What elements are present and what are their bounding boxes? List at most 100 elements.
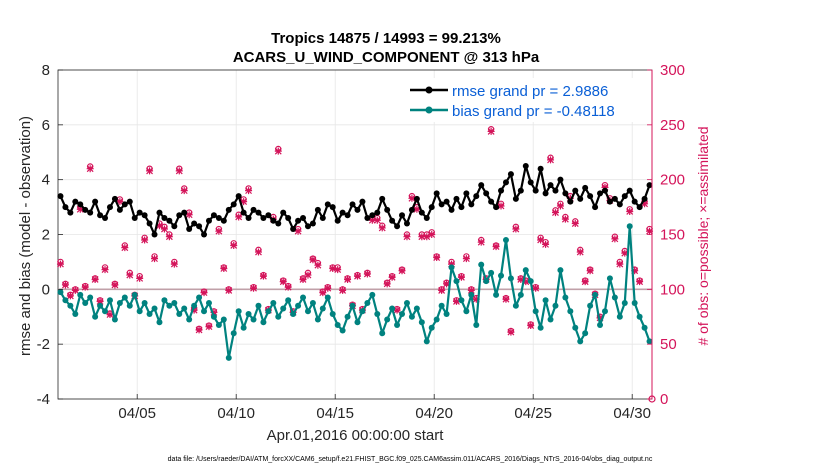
obs-assimilated-marker [284,283,292,291]
bias-point [67,302,74,309]
rmse-point [557,176,564,183]
rmse-point [255,209,262,216]
rmse-point [260,215,267,222]
rmse-point [309,220,316,227]
obs-assimilated-marker [165,233,173,241]
bias-point [597,321,604,328]
rmse-point [428,204,435,211]
rmse-point [304,223,311,230]
obs-assimilated-marker [319,289,327,297]
rmse-point [121,201,128,208]
obs-assimilated-marker [477,238,485,246]
bias-point [601,308,608,315]
rmse-point [265,212,272,219]
rmse-point [77,201,84,208]
bias-point [82,300,89,307]
bias-point [517,291,524,298]
rmse-point [210,212,217,219]
x-tick-label: 04/05 [118,405,156,422]
footnote: data file: /Users/raeder/DAI/ATM_forcXX/… [168,456,653,463]
series-layer [57,162,653,361]
rmse-point [275,220,282,227]
obs-assimilated-marker [116,198,124,206]
bias-point [587,302,594,309]
rmse-point [458,204,465,211]
obs-assimilated-marker [542,240,550,248]
bias-point [324,294,331,301]
rmse-point [230,201,237,208]
rmse-point [443,198,450,205]
obs-assimilated-marker [616,260,624,268]
obs-assimilated-marker [522,278,530,286]
bias-point [240,324,247,331]
obs-assimilated-marker [448,260,456,268]
obs-assimilated-marker [76,205,84,213]
obs-assimilated-marker [398,267,406,275]
obs-assimilated-marker [160,225,168,233]
bias-point [255,302,262,309]
bias-point [62,297,69,304]
bias-point [498,272,505,279]
bias-point [349,302,356,309]
obs-assimilated-marker [61,281,69,289]
rmse-point [354,206,361,213]
bias-point [285,297,292,304]
rmse-point [364,215,371,222]
obs-assimilated-marker [294,227,302,235]
obs-assimilated-marker [452,297,460,305]
y-tick-label: -4 [37,391,50,408]
x-tick-label: 04/25 [514,405,552,422]
rmse-point [641,195,648,202]
rmse-point [542,190,549,197]
obs-assimilated-marker [215,227,223,235]
rmse-point [225,206,232,213]
bias-point [369,291,376,298]
rmse-point [621,193,628,200]
rmse-point [374,209,381,216]
rmse-point [502,179,509,186]
bias-point [215,321,222,328]
x-tick-label: 04/15 [316,405,354,422]
rmse-point [72,198,79,205]
bias-point [176,311,183,318]
bias-point [646,338,653,345]
rmse-point [403,220,410,227]
rmse-point [601,187,608,194]
obs-assimilated-marker [329,264,337,272]
rmse-point [582,184,589,191]
rmse-point [131,215,138,222]
bias-point [205,300,212,307]
rmse-point [616,201,623,208]
obs-assimilated-marker [373,216,381,224]
rmse-point [567,198,574,205]
obs-assimilated-marker [126,271,134,279]
bias-line [59,225,651,359]
obs-assimilated-marker [180,187,188,195]
bias-point [433,316,440,323]
y2-tick-label: 300 [660,62,685,79]
rmse-point [547,182,554,189]
bias-point [334,321,341,328]
x-tick-label: 04/30 [613,405,651,422]
bias-point [354,319,361,326]
obs-assimilated-marker [86,165,94,173]
obs-assimilated-marker [586,267,594,275]
legend-box [402,78,642,122]
obs-assimilated-marker [502,295,510,303]
bias-point [72,311,79,318]
obs-assimilated-marker [512,225,520,233]
obs-assimilated-marker [259,272,267,280]
bias-point [522,267,529,274]
rmse-point [522,162,529,169]
rmse-point [235,193,242,200]
rmse-point [339,209,346,216]
obs-assimilated-marker [339,286,347,294]
rmse-point [201,231,208,238]
rmse-point [478,182,485,189]
y-tick-label: 8 [42,62,50,79]
y2-axis-label: # of obs: o=possible; ×=assimilated [695,126,711,345]
obs-assimilated-marker [467,286,475,294]
obs-assimilated-marker [111,281,119,289]
legend-rmse-marker [425,86,433,94]
bias-point [309,300,316,307]
